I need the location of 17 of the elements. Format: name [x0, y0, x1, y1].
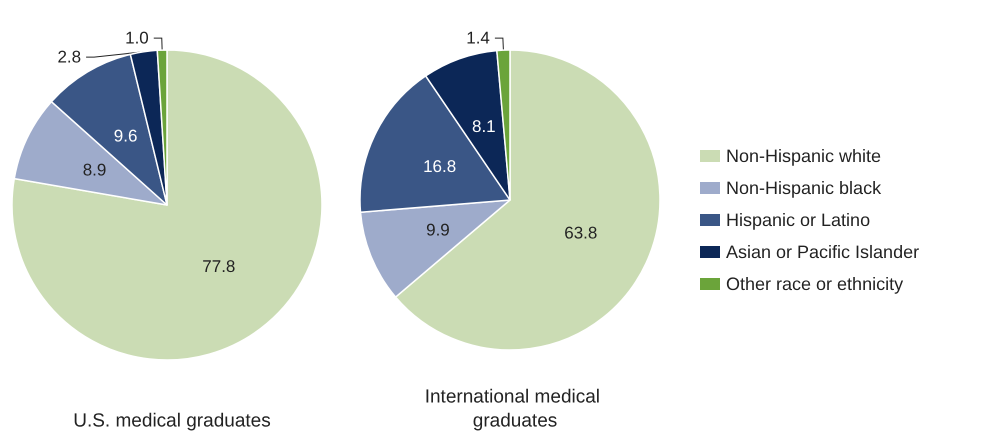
legend-label: Other race or ethnicity	[726, 274, 904, 294]
data-label: 2.8	[57, 48, 82, 67]
data-label: 1.4	[466, 28, 490, 48]
data-label: 8.9	[82, 160, 106, 180]
slice-label: International medical graduates	[424, 386, 606, 432]
legend-label: Non-Hispanic black	[726, 178, 882, 198]
data-label: 8.1	[472, 117, 496, 136]
data-label: 63.8	[564, 223, 598, 242]
data-label: 1.0	[125, 28, 149, 48]
legend-label: Asian or Pacific Islander	[726, 242, 920, 262]
slice-label: U.S. medical graduates	[73, 410, 271, 432]
data-label: 9.6	[114, 126, 138, 146]
data-label: 77.8	[202, 257, 236, 276]
data-label: 16.8	[423, 156, 456, 176]
data-label: 9.9	[426, 220, 450, 240]
legend-label: Non-Hispanic white	[726, 146, 882, 166]
legend-label: Hispanic or Latino	[726, 210, 870, 230]
